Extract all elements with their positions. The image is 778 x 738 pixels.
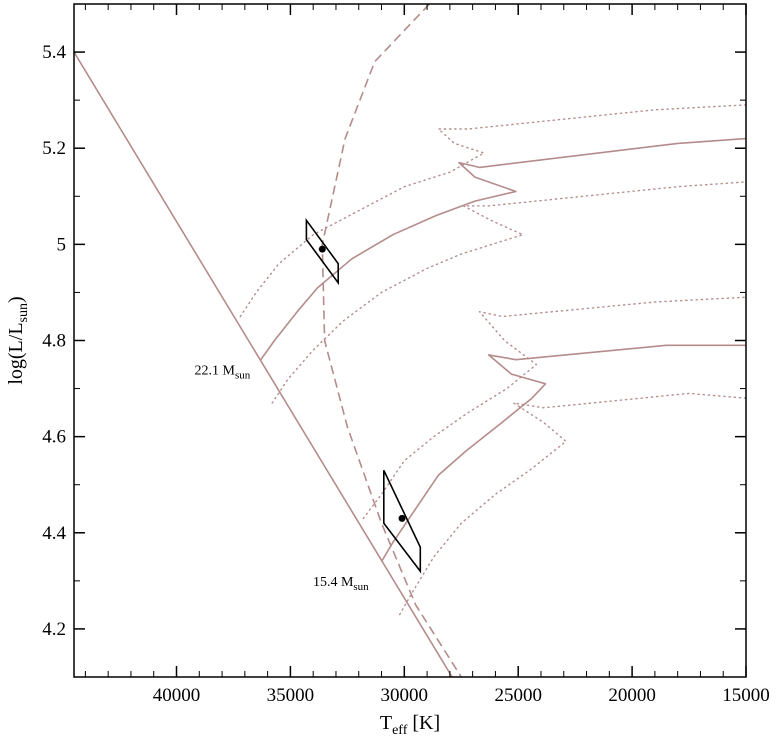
series-line-6-solid (380, 344, 746, 563)
y-tick-label: 5.4 (42, 42, 66, 63)
x-axis-title-sub: eff (392, 723, 408, 738)
plot-marks (74, 4, 746, 677)
star-point-1 (318, 245, 326, 253)
mass-label-sub: sun (235, 370, 251, 382)
star-point-2 (398, 514, 406, 522)
x-tick-label: 25000 (494, 685, 542, 706)
plot-frame (73, 3, 747, 678)
mass-label-2: 15.4 Msun (313, 575, 369, 593)
mass-label-1: 22.1 Msun (195, 364, 251, 382)
y-tick-label: 4.8 (42, 331, 66, 352)
series-line-2-dashed (321, 4, 462, 677)
x-axis-title: Teff [K] (380, 712, 440, 738)
series-line-3-solid (260, 137, 746, 361)
y-axis-title-sub: sun (16, 303, 31, 322)
x-tick-label: 15000 (722, 685, 770, 706)
y-tick-label: 4.6 (42, 427, 66, 448)
series-line-5-dotted (271, 181, 746, 404)
x-tick-label: 20000 (608, 685, 656, 706)
y-tick-label: 5 (57, 234, 67, 255)
mass-label-sub: sun (353, 581, 369, 593)
y-axis-title-tail: ) (5, 296, 27, 303)
x-axis-ticks: 40000 35000 30000 25000 20000 15000 (84, 4, 770, 706)
error-box-2 (382, 469, 422, 574)
series-line-7-dotted (362, 296, 746, 520)
y-tick-label: 4.4 (42, 523, 66, 544)
y-axis-ticks: 4.2 4.4 4.6 4.8 5 5.2 5.4 (42, 3, 746, 678)
mass-label-value: 15.4 M (313, 575, 354, 590)
x-tick-label: 40000 (153, 685, 201, 706)
error-box-1 (305, 217, 340, 286)
y-axis-title-main: log(L/L (5, 322, 27, 384)
x-axis-title-unit: [K] (407, 712, 440, 734)
series-line-8-dotted (399, 392, 746, 616)
y-axis-title: log(L/Lsun) (5, 296, 31, 384)
x-tick-label: 30000 (381, 685, 429, 706)
x-tick-label: 35000 (267, 685, 315, 706)
series-line-1-solid (74, 51, 453, 677)
series-line-4-dotted (239, 104, 746, 318)
mass-label-value: 22.1 M (195, 364, 236, 379)
y-tick-label: 4.2 (42, 619, 66, 640)
y-tick-label: 5.2 (42, 138, 66, 159)
x-axis-title-main: T (380, 712, 392, 734)
